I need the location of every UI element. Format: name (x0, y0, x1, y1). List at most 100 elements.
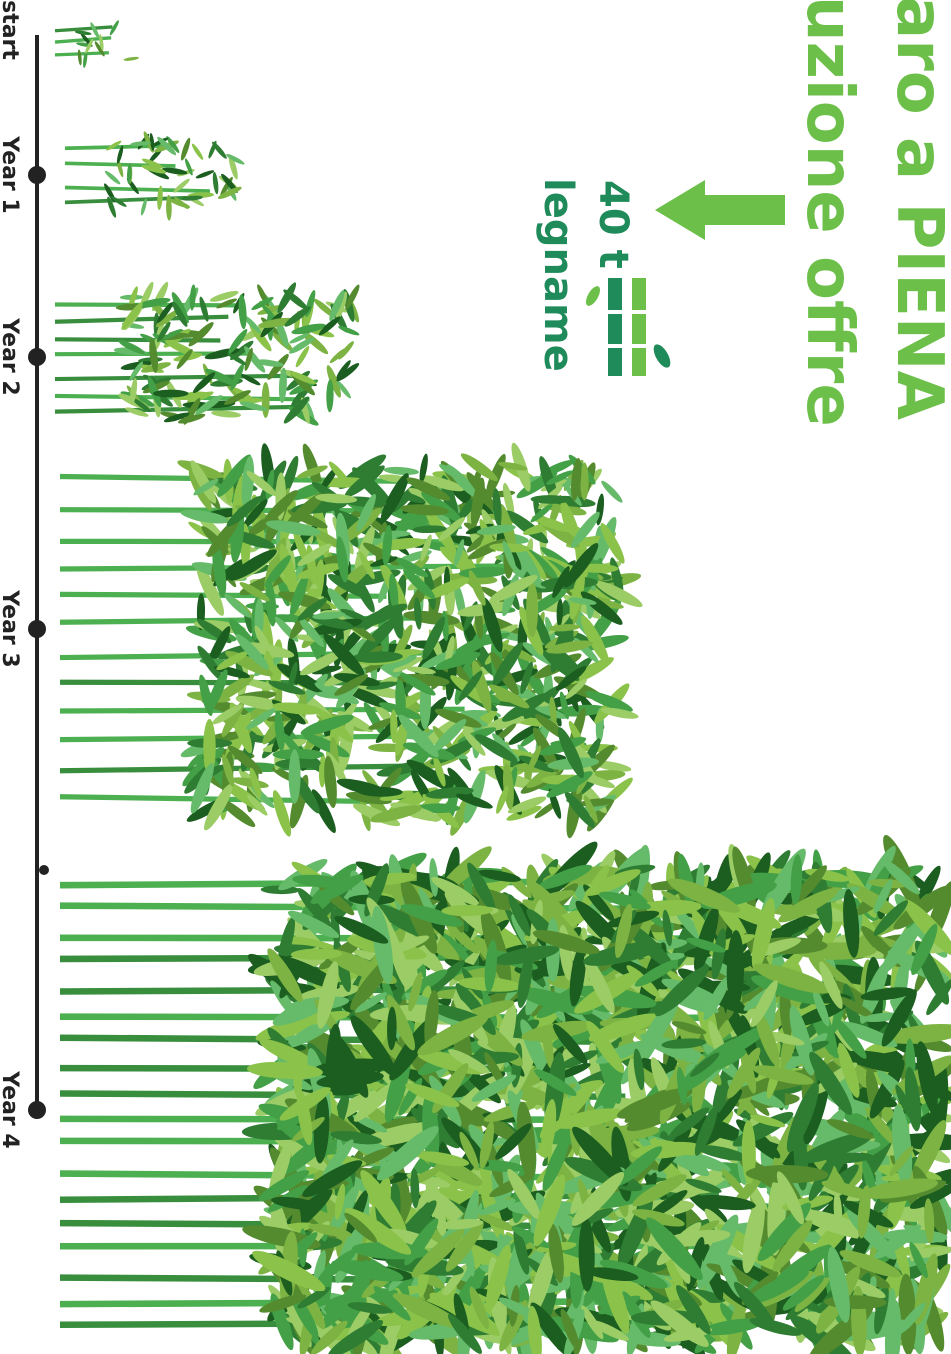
leaf (411, 1229, 465, 1278)
leaf (403, 568, 436, 599)
leaf (446, 464, 478, 498)
leaf (328, 1184, 360, 1236)
leaf (181, 195, 203, 201)
leaf (211, 410, 242, 418)
leaf (338, 326, 360, 336)
leaf (195, 170, 215, 179)
leaf (228, 549, 277, 581)
leaf (517, 953, 533, 1009)
leaf (447, 1314, 482, 1354)
leaf (909, 1182, 951, 1209)
leaf (189, 284, 196, 311)
leaf (180, 137, 191, 161)
leaf (533, 1174, 566, 1247)
leaf (328, 461, 352, 487)
leaf (507, 1168, 541, 1220)
stalk (59, 563, 533, 572)
leaf (508, 723, 541, 745)
leaf (600, 707, 639, 719)
leaf (221, 754, 235, 787)
leaf (297, 597, 328, 621)
leaf (255, 359, 284, 367)
leaf (288, 749, 301, 804)
leaf (467, 862, 496, 913)
leaf (217, 186, 242, 199)
leaf (460, 453, 498, 482)
leaf (412, 525, 447, 534)
leaf (419, 453, 428, 484)
leaf (442, 933, 472, 964)
leaf (685, 1178, 722, 1193)
leaf (369, 1004, 442, 1021)
leaf (326, 379, 334, 413)
leaf (559, 691, 570, 720)
leaf (157, 136, 177, 156)
leaf (268, 1141, 292, 1198)
leaf (534, 1069, 577, 1097)
leaf (121, 302, 143, 330)
leaf (924, 1198, 935, 1244)
leaf (833, 1192, 843, 1230)
leaf (227, 352, 247, 366)
leaf (246, 1061, 323, 1080)
leaf (530, 504, 553, 523)
leaf (790, 854, 803, 906)
leaf (331, 1259, 404, 1282)
leaf (359, 551, 375, 580)
leaf (376, 1125, 439, 1181)
leaf (107, 196, 117, 218)
leaf (746, 1270, 809, 1305)
leaf (259, 1294, 307, 1313)
leaf (196, 564, 224, 616)
leaf (226, 496, 262, 527)
leaf (565, 678, 588, 700)
leaf (456, 793, 493, 809)
bamboo-illustrations (54, 20, 951, 1354)
leaf (506, 805, 542, 821)
leaf (615, 1146, 663, 1186)
leaf (308, 1223, 352, 1238)
leaf (527, 1246, 556, 1319)
leaf (827, 1246, 850, 1323)
leaf (647, 1190, 688, 1219)
leaf (311, 1320, 348, 1354)
leaf (468, 570, 486, 606)
leaf (489, 543, 530, 553)
leaf (745, 1165, 829, 1184)
leaf (285, 1015, 340, 1048)
leaf (431, 877, 479, 906)
leaf (846, 883, 902, 918)
leaf (157, 185, 163, 210)
leaf (492, 488, 502, 526)
leaf (321, 1139, 354, 1181)
leaf (392, 1293, 461, 1329)
leaf (297, 887, 332, 928)
leaf (336, 363, 360, 382)
leaf (634, 959, 679, 987)
leaf (180, 509, 230, 524)
leaf (700, 1318, 764, 1336)
leaf (633, 1048, 645, 1091)
leaf (213, 674, 255, 703)
leaf (295, 345, 310, 368)
leaf (754, 1008, 780, 1067)
leaf (355, 992, 388, 1013)
leaf (329, 347, 348, 364)
leaf (696, 1145, 749, 1161)
leaf (601, 480, 623, 503)
leaf (485, 1244, 511, 1312)
leaf (366, 681, 398, 690)
leaf (299, 650, 343, 676)
leaf (799, 1131, 874, 1164)
leaf (199, 674, 213, 717)
leaf (837, 1042, 860, 1098)
leaf (219, 798, 256, 828)
leaf (302, 1160, 363, 1198)
leaf (243, 315, 262, 334)
leaf (671, 1021, 707, 1035)
leaf (517, 653, 548, 701)
leaf (390, 709, 398, 744)
leaf (389, 573, 399, 612)
leaf (742, 1196, 765, 1274)
